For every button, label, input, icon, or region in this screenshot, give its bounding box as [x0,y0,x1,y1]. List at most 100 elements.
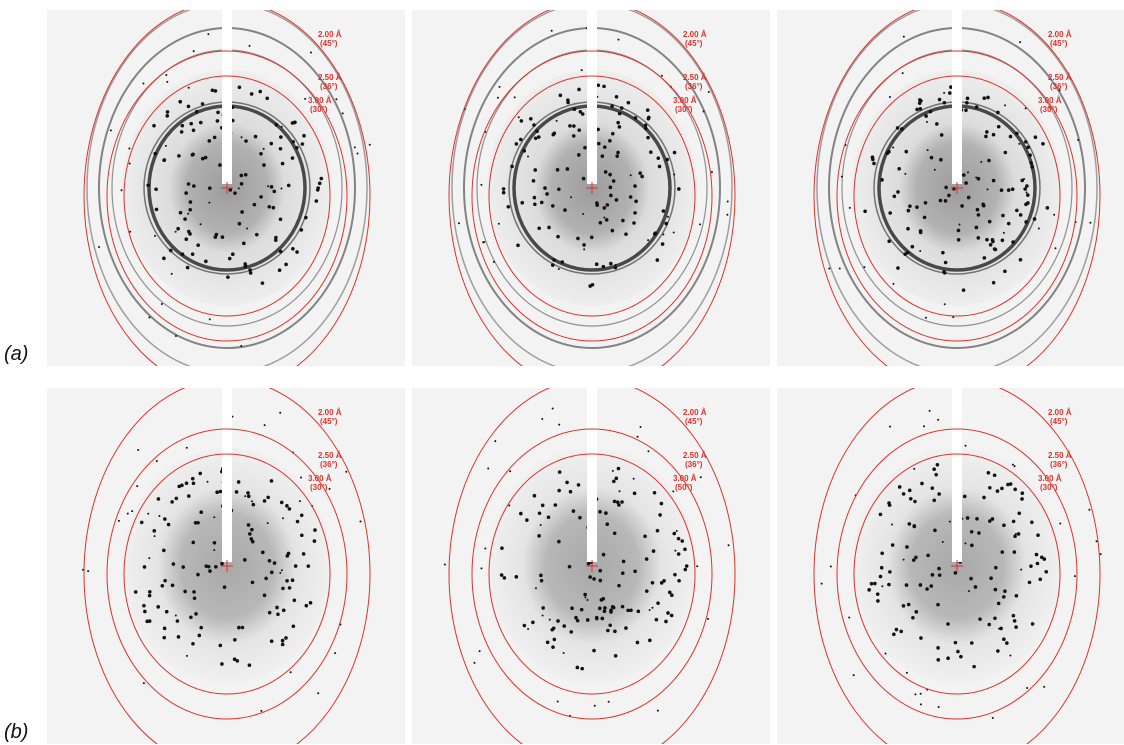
spot [949,521,951,523]
spot [500,546,504,550]
ring-resolution: 2.50 Å [318,451,342,460]
spot [580,667,584,671]
spot [291,121,295,125]
ring-resolution: 3.00 Å [308,96,332,105]
spot [187,213,189,215]
spot [266,496,270,500]
spot [218,644,222,648]
spot [342,112,344,114]
spot [260,710,262,712]
spot [987,471,991,475]
spot [1036,562,1040,566]
spot [532,179,536,183]
spot [976,236,980,240]
ring-resolution: 3.00 Å [673,474,697,483]
spot [913,468,915,470]
spot [880,566,884,570]
spot [213,541,217,545]
ring-resolution: 3.00 Å [1038,96,1062,105]
spot [569,490,573,494]
spot [287,184,291,188]
spot [556,168,560,172]
spot [907,209,911,213]
spot [275,123,279,127]
spot [1028,153,1032,157]
spot [1044,570,1048,574]
ring-resolution: 2.50 Å [683,451,707,460]
spot [982,496,986,500]
spot [533,494,537,498]
spot [987,623,991,627]
spot [937,567,941,571]
spot [213,235,217,239]
spot [208,569,212,573]
spot [644,123,648,127]
beam-stop [587,10,597,184]
spot [189,615,193,619]
spot [191,541,195,545]
spot [533,196,537,200]
spot [1020,569,1022,571]
spot [163,627,167,631]
spot [175,335,177,337]
spot [143,682,145,684]
ring-resolution: 2.50 Å [683,73,707,82]
spot [296,520,300,524]
spot [147,513,149,515]
spot [939,199,943,203]
spot [664,620,668,624]
spot [904,173,906,175]
spot [207,33,209,35]
spot [944,303,946,305]
spot [192,590,196,594]
spot [919,583,923,587]
spot [673,173,675,175]
spot [964,445,966,447]
spot [196,243,200,247]
spot [110,129,112,131]
spot [942,270,946,274]
spot [615,477,619,481]
spot [128,148,130,150]
spot [1007,188,1011,192]
spot [484,548,486,550]
spot [309,601,313,605]
spot [213,549,215,551]
spot [637,610,641,614]
spot [948,91,952,95]
spot [558,470,562,474]
spot [162,549,166,553]
spot [610,104,614,108]
spot [727,200,729,202]
spot [137,449,139,451]
spot [919,107,923,111]
spot [279,147,283,151]
spot [261,551,265,555]
spot [142,604,146,608]
ring-angle: (30°) [1040,105,1058,114]
spot [473,662,475,664]
spot [620,500,624,504]
spot [621,571,625,575]
spot [881,585,883,587]
spot [952,316,954,318]
spot [903,252,907,256]
spot [938,98,942,102]
spot [1004,151,1008,155]
spot [519,138,523,142]
spot [989,243,993,247]
spot [1035,553,1039,557]
spot [651,607,653,609]
spot [537,534,541,538]
spot [915,108,919,112]
spot [251,581,255,585]
spot [954,641,958,645]
spot [1003,589,1007,593]
spot [281,643,285,647]
spot [313,539,317,543]
spot [919,636,923,640]
spot [568,124,572,128]
spot [313,528,317,532]
ring-angle: (36°) [1050,82,1068,91]
spot [963,495,967,499]
